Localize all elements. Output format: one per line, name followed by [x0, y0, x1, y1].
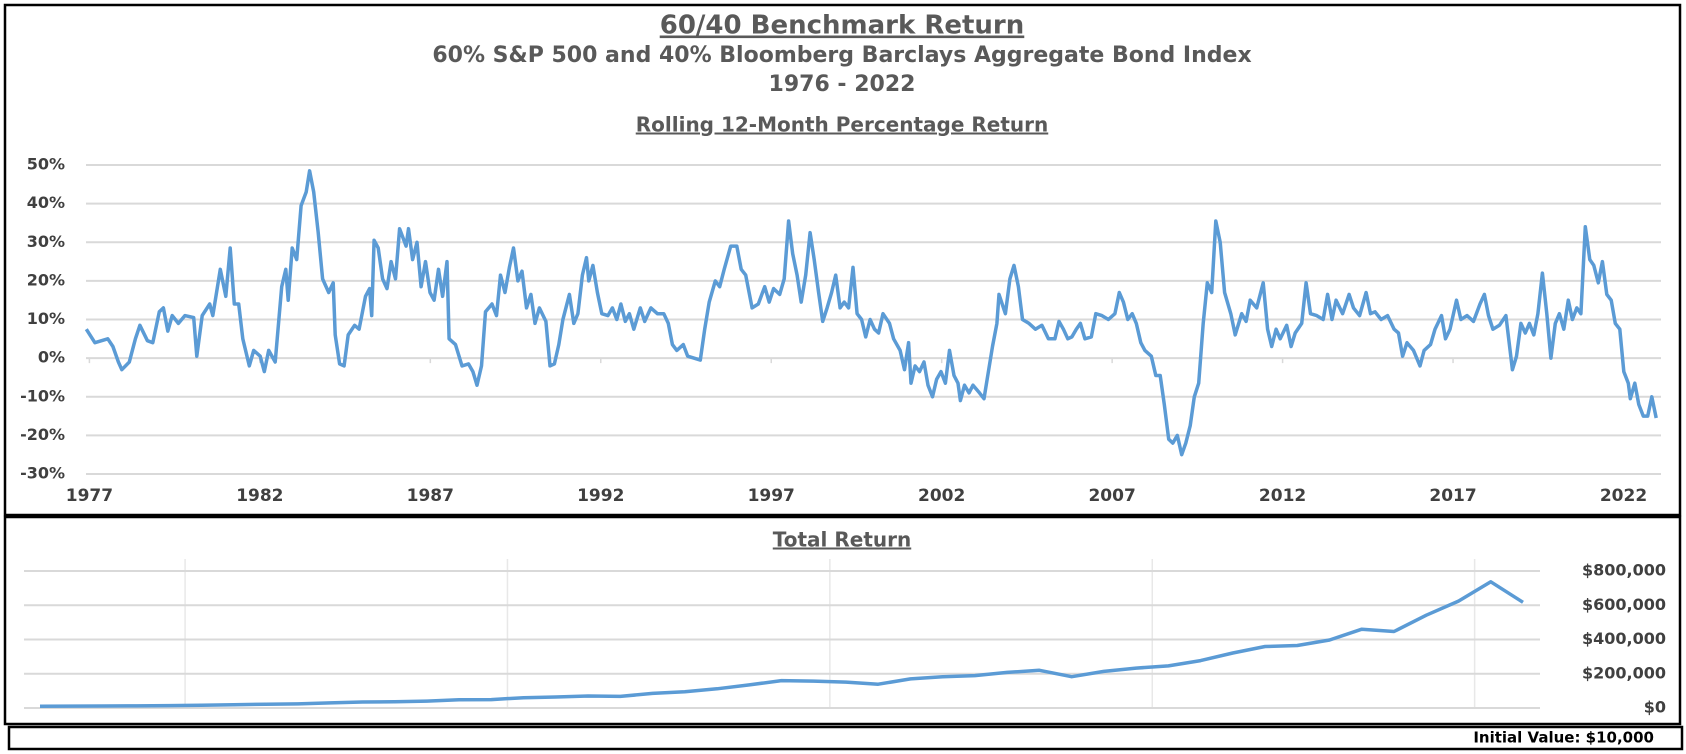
plot-title: Rolling 12-Month Percentage Return: [636, 113, 1049, 137]
y-tick-label: 30%: [27, 232, 65, 251]
y-tick-label: $600,000: [1582, 595, 1666, 614]
annotation: Initial Value: $10,000: [1473, 729, 1654, 747]
y-tick-label: $400,000: [1582, 629, 1666, 648]
footer-frame: [7, 725, 1684, 751]
x-tick-label: 2002: [918, 486, 965, 506]
y-tick-label: 10%: [27, 309, 65, 328]
y-tick-label: $200,000: [1582, 663, 1666, 682]
x-tick-label: 1992: [577, 486, 624, 506]
y-tick-label: -20%: [20, 425, 65, 444]
bottom-frame: [3, 515, 1682, 726]
top-frame: [3, 3, 1682, 517]
x-tick-label: 2022: [1600, 486, 1647, 506]
y-tick-label: 0%: [38, 348, 65, 367]
x-tick-label: 2007: [1088, 486, 1135, 506]
y-tick-label: $0: [1644, 698, 1666, 717]
data-line: [39, 580, 1524, 709]
y-tick-label: -30%: [20, 464, 65, 483]
y-tick-label: -10%: [20, 386, 65, 405]
x-tick-label: 1987: [407, 486, 454, 506]
x-tick-label: 2012: [1259, 486, 1306, 506]
x-tick-label: 1982: [236, 486, 283, 506]
y-tick-label: 40%: [27, 193, 65, 212]
y-tick-label: 50%: [27, 155, 65, 174]
y-tick-label: $800,000: [1582, 561, 1666, 580]
chart-subtitle: 60% S&P 500 and 40% Bloomberg Barclays A…: [432, 43, 1251, 68]
chart-subtitle: 1976 - 2022: [769, 72, 916, 97]
y-tick-label: 20%: [27, 270, 65, 289]
data-line: [84, 169, 1658, 457]
x-tick-label: 2017: [1429, 486, 1476, 506]
x-tick-label: 1997: [748, 486, 795, 506]
x-tick-label: 1977: [66, 486, 113, 506]
chart-title: 60/40 Benchmark Return: [660, 11, 1025, 41]
plot-title: Total Return: [773, 528, 911, 552]
